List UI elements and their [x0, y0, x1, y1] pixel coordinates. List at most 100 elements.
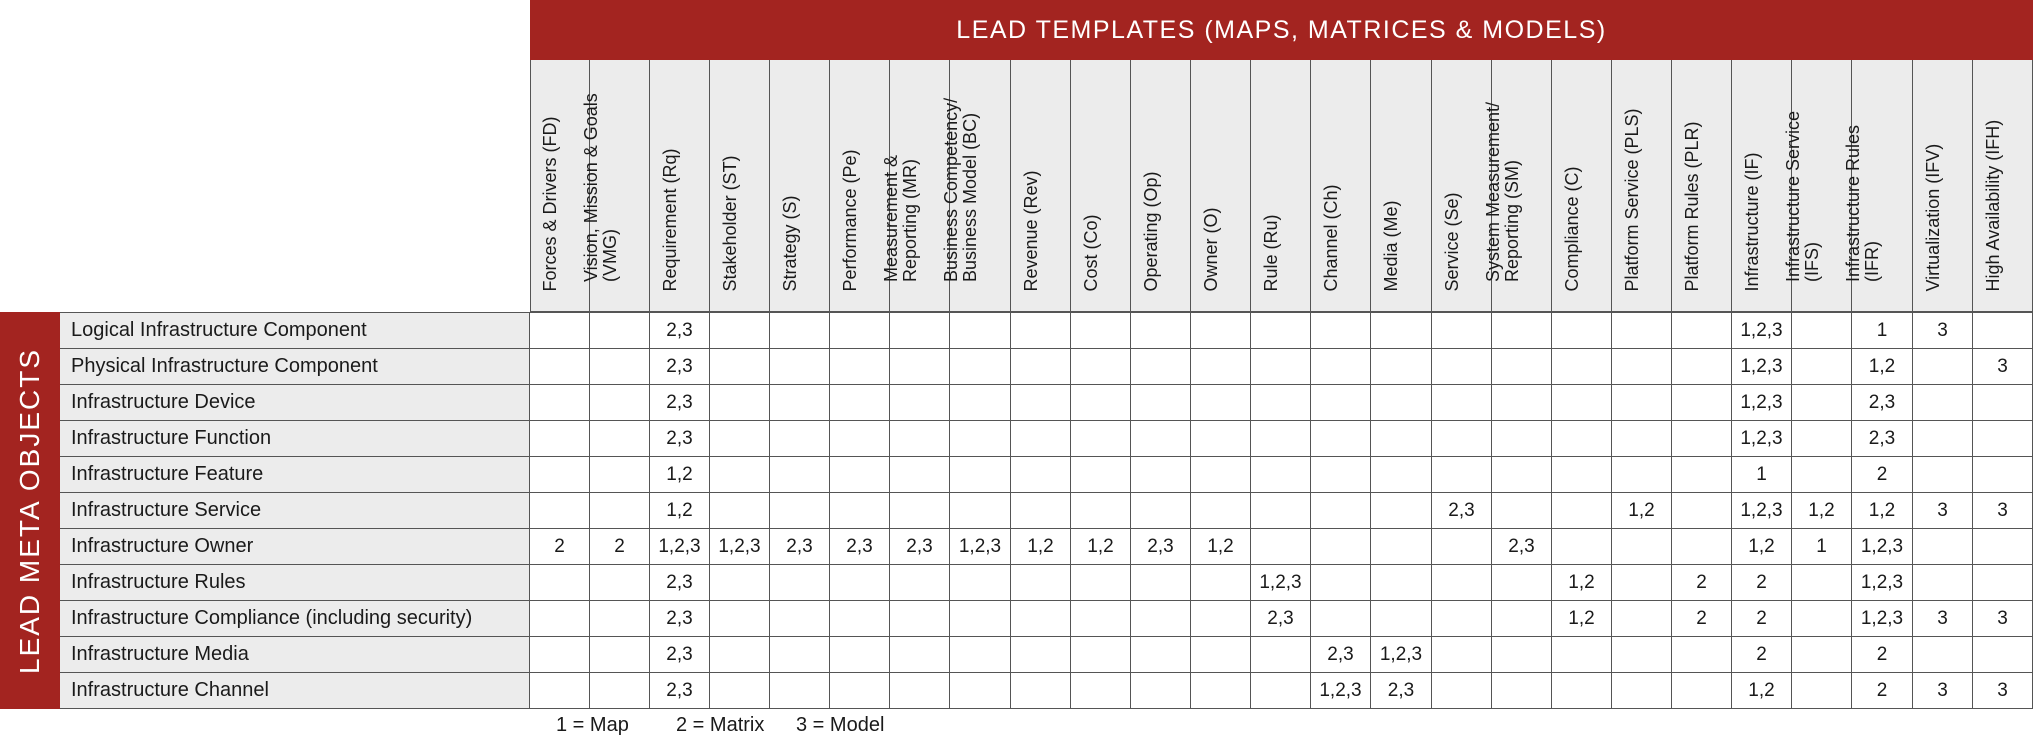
matrix-cell: 2: [1672, 565, 1732, 601]
column-header-label: Rule (Ru): [1260, 214, 1281, 292]
column-header: Measurement & Reporting (MR): [881, 60, 950, 312]
column-header: Infrastructure Service (IFS): [1783, 60, 1852, 312]
matrix-cell: [1251, 529, 1311, 565]
column-header: Revenue (Rev): [1011, 60, 1071, 312]
matrix-cell: [530, 349, 590, 385]
column-header-label: Business Competency/ Business Model (BC): [941, 97, 980, 282]
matrix-cell: [1371, 601, 1432, 637]
matrix-cell: [1432, 529, 1492, 565]
matrix-cell: 1,2,3: [1251, 565, 1311, 601]
matrix-cell: [830, 673, 890, 709]
row-label: Logical Infrastructure Component: [60, 312, 530, 349]
matrix-cell: [1552, 421, 1612, 457]
matrix-cell: [1311, 457, 1371, 493]
column-header: Compliance (C): [1552, 60, 1612, 312]
matrix-cell: 2,3: [650, 637, 710, 673]
matrix-cell: [1672, 312, 1732, 349]
matrix-cell: [1071, 385, 1131, 421]
matrix-cell: [770, 673, 830, 709]
matrix-cell: [1371, 457, 1432, 493]
matrix-cell: [1311, 565, 1371, 601]
matrix-cell: [950, 457, 1011, 493]
matrix-cell: [950, 349, 1011, 385]
row-label: Infrastructure Device: [60, 385, 530, 421]
matrix-cell: [590, 349, 650, 385]
matrix-cell: [1612, 637, 1672, 673]
matrix-cell: 1,2,3: [1732, 385, 1792, 421]
matrix-cell: [590, 457, 650, 493]
matrix-cell: [1131, 457, 1191, 493]
matrix-cell: 2,3: [650, 673, 710, 709]
matrix-cell: 2,3: [1492, 529, 1552, 565]
matrix-cell: [770, 421, 830, 457]
matrix-cell: [710, 637, 770, 673]
matrix-cell: 1,2: [1852, 493, 1913, 529]
matrix-cell: [590, 421, 650, 457]
matrix-cell: [830, 565, 890, 601]
matrix-cell: [1371, 565, 1432, 601]
matrix-cell: [1131, 637, 1191, 673]
matrix-cell: [1131, 565, 1191, 601]
matrix-cell: [770, 457, 830, 493]
matrix-cell: [1011, 457, 1071, 493]
matrix-cell: [1612, 565, 1672, 601]
matrix-cell: [830, 349, 890, 385]
column-header-label: Virtualization (IFV): [1922, 143, 1943, 292]
matrix-cell: 3: [1973, 493, 2033, 529]
matrix-cell: [1552, 349, 1612, 385]
matrix-cell: [1913, 565, 1973, 601]
matrix-cell: 1,2: [1071, 529, 1131, 565]
matrix-cell: [1612, 529, 1672, 565]
matrix-cell: [590, 637, 650, 673]
matrix-cell: 2,3: [650, 601, 710, 637]
matrix-cell: [1492, 421, 1552, 457]
matrix-cell: 3: [1913, 493, 1973, 529]
matrix-cell: 2: [1852, 637, 1913, 673]
matrix-cell: [1071, 637, 1131, 673]
matrix-cell: [1071, 565, 1131, 601]
matrix-cell: 1,2: [1792, 493, 1852, 529]
matrix-cell: [1612, 312, 1672, 349]
matrix-cell: [1371, 349, 1432, 385]
column-header: Platform Service (PLS): [1612, 60, 1672, 312]
column-header: High Availability (IFH): [1973, 60, 2033, 312]
matrix-cell: [890, 421, 950, 457]
matrix-cell: [1672, 349, 1732, 385]
matrix-cell: [1131, 493, 1191, 529]
lead-meta-objects-banner: LEAD META OBJECTS: [0, 312, 60, 709]
matrix-cell: [1612, 457, 1672, 493]
matrix-cell: 2,3: [1371, 673, 1432, 709]
lead-meta-objects-title: LEAD META OBJECTS: [14, 347, 45, 674]
matrix-cell: [1131, 673, 1191, 709]
matrix-cell: [530, 312, 590, 349]
matrix-cell: [1432, 601, 1492, 637]
matrix-cell: [890, 312, 950, 349]
matrix-cell: [1311, 529, 1371, 565]
matrix-cell: 1: [1792, 529, 1852, 565]
matrix-cell: [1492, 493, 1552, 529]
column-header-label: Operating (Op): [1140, 171, 1161, 292]
matrix-cell: [1552, 457, 1612, 493]
matrix-cell: [1973, 565, 2033, 601]
matrix-cell: 2,3: [650, 385, 710, 421]
matrix-cell: [1492, 637, 1552, 673]
legend-model: 3 = Model: [796, 714, 885, 736]
column-header: Stakeholder (ST): [710, 60, 770, 312]
lead-templates-banner: LEAD TEMPLATES (MAPS, MATRICES & MODELS): [530, 0, 2033, 60]
column-header: Vision, Mission & Goals (VMG): [581, 60, 650, 312]
matrix-cell: [1552, 385, 1612, 421]
matrix-cell: [1792, 673, 1852, 709]
matrix-cell: [890, 637, 950, 673]
matrix-cell: [1913, 637, 1973, 673]
matrix-cell: [1251, 493, 1311, 529]
column-header-label: Revenue (Rev): [1020, 170, 1041, 292]
matrix-cell: [530, 673, 590, 709]
column-header: System Measurement/ Reporting (SM): [1483, 60, 1552, 312]
matrix-cell: [1071, 601, 1131, 637]
matrix-cell: [1432, 312, 1492, 349]
matrix-cell: [1011, 349, 1071, 385]
matrix-cell: [1552, 673, 1612, 709]
matrix-cell: [1071, 493, 1131, 529]
matrix-cell: [1011, 601, 1071, 637]
matrix-cell: [1552, 312, 1612, 349]
